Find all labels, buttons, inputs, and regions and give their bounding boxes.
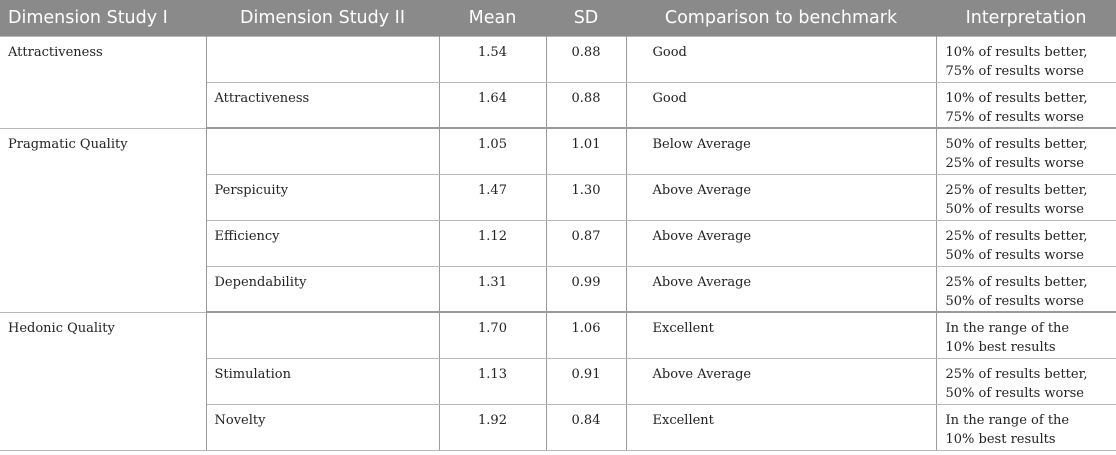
header-comparison: Comparison to benchmark xyxy=(626,0,936,36)
sd-cell: 1.30 xyxy=(545,173,627,221)
interpretation-cell: 25% of results better, 50% of results wor… xyxy=(935,173,1116,221)
interpretation-line: 75% of results worse xyxy=(945,63,1084,79)
interpretation-line: 50% of results worse xyxy=(945,293,1084,309)
mean-cell: 1.31 xyxy=(438,265,547,313)
interpretation-cell: 50% of results better, 25% of results wor… xyxy=(935,127,1116,175)
sd-cell: 0.84 xyxy=(545,403,627,451)
header-dimension-study-1: Dimension Study I xyxy=(0,0,206,36)
mean-cell: 1.64 xyxy=(438,81,547,129)
interpretation-cell: 25% of results better, 50% of results wor… xyxy=(935,219,1116,267)
interpretation-cell: 25% of results better, 50% of results wor… xyxy=(935,265,1116,313)
interpretation-line: 10% best results xyxy=(945,340,1056,355)
comparison-cell: Above Average xyxy=(625,219,937,267)
sd-cell: 0.88 xyxy=(545,81,627,129)
comparison-cell: Excellent xyxy=(625,403,937,451)
comparison-cell: Below Average xyxy=(625,127,937,175)
interpretation-cell: In the range of the 10% best results xyxy=(935,403,1116,451)
header-interpretation: Interpretation xyxy=(936,0,1116,36)
sd-cell: 0.99 xyxy=(545,265,627,313)
interpretation-line: 25% of results worse xyxy=(945,156,1084,171)
interpretation-line: 50% of results worse xyxy=(945,385,1084,401)
interpretation-line: In the range of the xyxy=(945,321,1070,336)
interpretation-line: 10% of results better, xyxy=(945,90,1088,106)
interpretation-line: 50% of results worse xyxy=(945,201,1084,217)
comparison-cell: Above Average xyxy=(625,173,937,221)
table-header: Dimension Study I Dimension Study II Mea… xyxy=(0,0,1116,36)
interpretation-line: 50% of results worse xyxy=(945,247,1084,263)
dimension-study-1-cell: Attractiveness xyxy=(0,35,207,129)
comparison-cell: Good xyxy=(625,81,937,129)
table-row: Stimulation 1.13 0.91 Above Average 25% … xyxy=(0,357,1116,405)
dimension-study-2-cell xyxy=(205,127,440,175)
dimension-study-2-cell xyxy=(205,311,440,359)
dimension-study-2-cell: Perspicuity xyxy=(205,173,440,221)
interpretation-line: 25% of results better, xyxy=(945,182,1088,198)
dimension-study-2-cell: Stimulation xyxy=(205,357,440,405)
interpretation-cell: In the range of the 10% best results xyxy=(935,311,1116,359)
table-row: Pragmatic Quality 1.05 1.01 Below Averag… xyxy=(0,127,1116,313)
comparison-cell: Good xyxy=(625,35,937,83)
interpretation-cell: 10% of results better, 75% of results wor… xyxy=(935,81,1116,129)
table-body: Attractiveness 1.54 0.88 Good 10% of res… xyxy=(0,35,1116,451)
mean-cell: 1.92 xyxy=(438,403,547,451)
dimension-study-1-cell: Hedonic Quality xyxy=(0,311,207,451)
sd-cell: 0.91 xyxy=(545,357,627,405)
sd-cell: 0.88 xyxy=(545,35,627,83)
interpretation-line: 50% of results better, xyxy=(945,137,1088,152)
table-row: Novelty 1.92 0.84 Excellent In the range… xyxy=(0,403,1116,451)
mean-cell: 1.70 xyxy=(438,311,547,359)
dimension-study-2-cell: Attractiveness xyxy=(205,81,440,129)
header-row: Dimension Study I Dimension Study II Mea… xyxy=(0,0,1116,36)
mean-cell: 1.54 xyxy=(438,35,547,83)
dimension-study-2-cell: Dependability xyxy=(205,265,440,313)
sd-cell: 0.87 xyxy=(545,219,627,267)
interpretation-cell: 10% of results better, 75% of results wor… xyxy=(935,35,1116,83)
table-row: Efficiency 1.12 0.87 Above Average 25% o… xyxy=(0,219,1116,267)
mean-cell: 1.13 xyxy=(438,357,547,405)
interpretation-line: 10% best results xyxy=(945,431,1056,447)
dimension-study-2-cell xyxy=(205,35,440,83)
mean-cell: 1.05 xyxy=(438,127,547,175)
table-row: Attractiveness 1.54 0.88 Good 10% of res… xyxy=(0,35,1116,129)
sd-cell: 1.01 xyxy=(545,127,627,175)
header-sd: SD xyxy=(546,0,626,36)
dimension-study-1-cell: Pragmatic Quality xyxy=(0,127,207,313)
interpretation-line: In the range of the xyxy=(945,412,1070,428)
dimension-study-2-cell: Novelty xyxy=(205,403,440,451)
interpretation-line: 25% of results better, xyxy=(945,366,1088,382)
table-row: Perspicuity 1.47 1.30 Above Average 25% … xyxy=(0,173,1116,221)
interpretation-cell: 25% of results better, 50% of results wor… xyxy=(935,357,1116,405)
comparison-cell: Above Average xyxy=(625,357,937,405)
header-dimension-study-2: Dimension Study II xyxy=(206,0,439,36)
mean-cell: 1.12 xyxy=(438,219,547,267)
interpretation-line: 10% of results better, xyxy=(945,44,1088,60)
table-row: Dependability 1.31 0.99 Above Average 25… xyxy=(0,265,1116,313)
interpretation-line: 75% of results worse xyxy=(945,109,1084,125)
sd-cell: 1.06 xyxy=(545,311,627,359)
interpretation-line: 25% of results better, xyxy=(945,228,1088,244)
mean-cell: 1.47 xyxy=(438,173,547,221)
dimension-study-2-cell: Efficiency xyxy=(205,219,440,267)
comparison-cell: Above Average xyxy=(625,265,937,313)
table-row: Hedonic Quality 1.70 1.06 Excellent In t… xyxy=(0,311,1116,451)
comparison-cell: Excellent xyxy=(625,311,937,359)
table-row: Attractiveness 1.64 0.88 Good 10% of res… xyxy=(0,81,1116,129)
header-mean: Mean xyxy=(439,0,546,36)
interpretation-line: 25% of results better, xyxy=(945,274,1088,290)
